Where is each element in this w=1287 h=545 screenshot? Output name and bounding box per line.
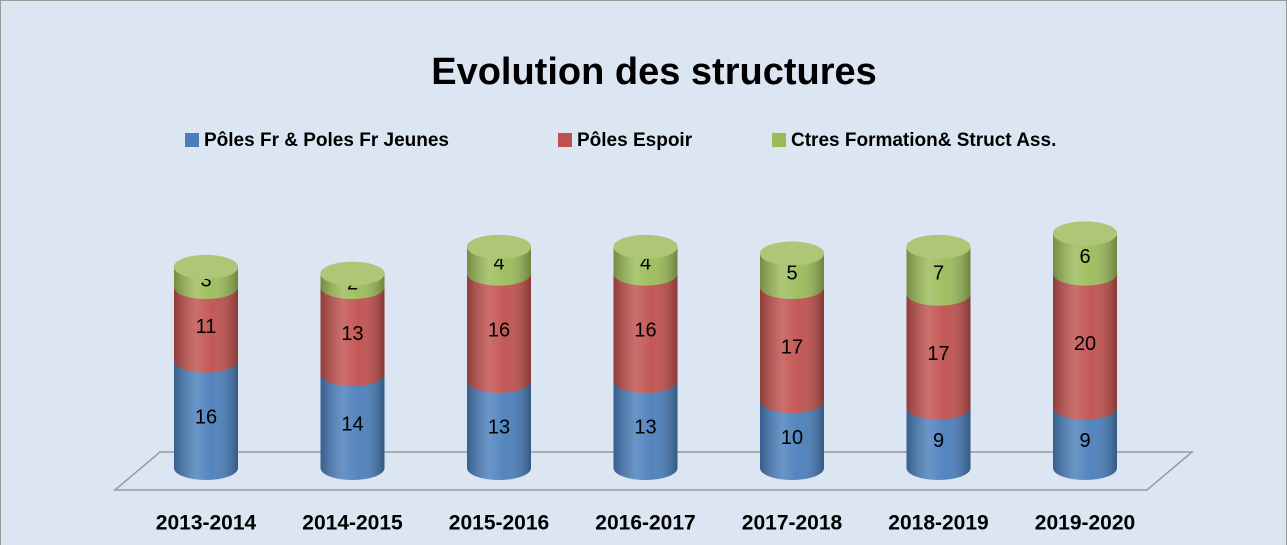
bar-cap bbox=[613, 234, 678, 259]
bar-cap bbox=[467, 234, 531, 259]
bar-cap-highlight bbox=[760, 241, 824, 266]
legend-swatch bbox=[558, 133, 572, 147]
x-tick-label: 2013-2014 bbox=[156, 512, 257, 535]
bar-shading bbox=[613, 368, 678, 480]
bar-cap-highlight bbox=[174, 255, 238, 279]
bar-shading bbox=[320, 275, 385, 387]
x-tick-label: 2015-2016 bbox=[449, 512, 549, 535]
data-label: 14 bbox=[341, 413, 363, 435]
floor bbox=[112, 451, 1195, 491]
data-label: 9 bbox=[933, 430, 944, 452]
x-tick-label: 2019-2020 bbox=[1035, 512, 1135, 535]
bar-shading bbox=[906, 281, 971, 420]
bar-shading bbox=[320, 362, 385, 480]
x-tick-label: 2017-2018 bbox=[742, 512, 843, 535]
data-label: 13 bbox=[341, 323, 363, 345]
bar-shading bbox=[760, 275, 824, 413]
data-label: 10 bbox=[781, 427, 803, 449]
bar-cap bbox=[906, 234, 971, 259]
data-label: 13 bbox=[634, 417, 656, 439]
chart-title: Evolution des structures bbox=[431, 51, 877, 93]
bar-cap bbox=[320, 261, 385, 286]
data-label: 16 bbox=[488, 320, 510, 342]
legend-label: Pôles Espoir bbox=[577, 130, 693, 151]
data-label: 4 bbox=[640, 253, 651, 275]
bar-cap bbox=[174, 255, 238, 279]
bar-cap-highlight bbox=[1053, 221, 1117, 246]
x-tick-label: 2018-2019 bbox=[888, 512, 988, 535]
bar-shading bbox=[467, 261, 531, 393]
bar-cap-highlight bbox=[906, 234, 971, 259]
data-label: 13 bbox=[488, 417, 510, 439]
bar-shading bbox=[174, 275, 238, 373]
legend-label: Pôles Fr & Poles Fr Jeunes bbox=[204, 130, 449, 151]
bar-cap-highlight bbox=[613, 234, 678, 259]
bar-shading bbox=[613, 261, 678, 393]
data-label: 20 bbox=[1074, 333, 1096, 355]
data-label: 5 bbox=[786, 263, 797, 285]
data-label: 17 bbox=[927, 343, 949, 365]
bar-shading bbox=[760, 389, 824, 480]
bar-cap bbox=[760, 241, 824, 266]
data-label: 4 bbox=[493, 253, 504, 275]
x-tick-label: 2014-2015 bbox=[302, 512, 403, 535]
data-label: 16 bbox=[195, 407, 217, 429]
x-tick-label: 2016-2017 bbox=[595, 512, 695, 535]
bar-shading bbox=[1053, 261, 1117, 420]
data-label: 3 bbox=[200, 269, 211, 291]
data-label: 11 bbox=[196, 316, 217, 338]
bar-cap-highlight bbox=[320, 261, 385, 286]
legend-label: Ctres Formation& Struct Ass. bbox=[791, 130, 1056, 151]
data-label: 17 bbox=[781, 336, 803, 358]
bar-shading bbox=[174, 348, 238, 480]
data-label: 6 bbox=[1079, 246, 1090, 268]
bar-shading bbox=[467, 368, 531, 480]
bar-cap-highlight bbox=[467, 234, 531, 259]
legend-swatch bbox=[772, 133, 786, 147]
bar-cap bbox=[1053, 221, 1117, 246]
data-label: 7 bbox=[933, 263, 944, 285]
data-label: 16 bbox=[634, 320, 656, 342]
data-label: 9 bbox=[1079, 430, 1090, 452]
legend-swatch bbox=[185, 133, 199, 147]
